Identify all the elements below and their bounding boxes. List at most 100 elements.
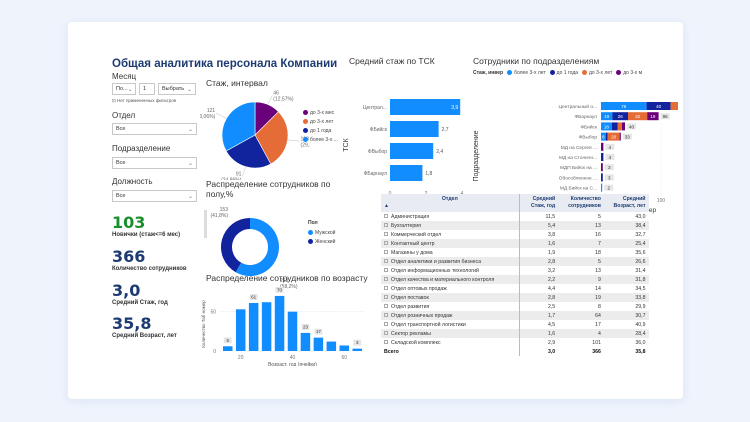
legend-item[interactable]: Женский	[308, 237, 335, 246]
tenure-cell: 1,6	[518, 329, 559, 338]
tsk-tenure-chart: ТСК Централ... 3,9 ФБийск 2,7 ФВыбор 2,4 ФБарна…	[343, 99, 464, 197]
expand-icon[interactable]	[384, 322, 388, 327]
column-header-count[interactable]: Количество сотрудников	[558, 194, 604, 212]
x-tick-label: 20	[238, 355, 244, 361]
bar-data-label: 70	[277, 287, 283, 292]
donut-data-label: 213	[280, 278, 289, 284]
scrollbar[interactable]	[204, 210, 207, 238]
month-filter-label: Месяц	[112, 72, 137, 81]
table-row[interactable]: Отдел качества и материального контроля 2…	[381, 275, 649, 284]
table-row[interactable]: Отдел розничных продаж 1,7 64 30,7	[381, 311, 649, 320]
category-label: Обособленное ...	[559, 175, 597, 181]
sort-ascending-icon[interactable]: ▲	[384, 203, 389, 209]
legend-item[interactable]: до 3-х мес	[303, 108, 338, 117]
column-header-tenure[interactable]: Средний Стаж, год	[518, 194, 559, 212]
histogram-bar	[313, 337, 324, 351]
segment-value-label: 19	[604, 114, 610, 119]
month-count-input[interactable]: 1	[139, 83, 155, 95]
legend-label: до 3-х лет	[589, 69, 613, 76]
stacked-bar-segment	[605, 132, 608, 141]
expand-icon[interactable]	[384, 331, 388, 336]
month-period-dropdown[interactable]: По... ⌄	[112, 83, 136, 95]
expand-icon[interactable]	[384, 313, 388, 318]
department-cell: Складской комплекс	[381, 338, 519, 347]
age-cell: 31,4	[635, 267, 646, 274]
legend-item[interactable]: до 3-х лет	[582, 68, 612, 77]
expand-icon[interactable]	[384, 214, 388, 219]
expand-icon[interactable]	[384, 295, 388, 300]
expand-icon[interactable]	[384, 268, 388, 273]
table-row[interactable]: Контактный центр 1,6 7 25,4	[381, 239, 649, 248]
filter-note: ⊡ Нет примененных фильтров	[112, 98, 176, 104]
table-row[interactable]: Складской комплекс 2,9 101 36,0	[381, 338, 649, 347]
total-label-bg	[660, 113, 670, 120]
table-row[interactable]: Бухгалтерия 5,4 13 38,4	[381, 221, 649, 230]
legend-item[interactable]: Мужской	[308, 228, 335, 237]
stacked-bar-segment	[601, 112, 613, 121]
expand-icon[interactable]	[384, 223, 388, 228]
position-dropdown[interactable]: Все ⌄	[112, 190, 197, 202]
column-header-age[interactable]: Средний Возраст, лет	[603, 194, 649, 212]
legend-item[interactable]: до 3-х лет	[303, 117, 338, 126]
tenure-cell: 2,8	[518, 257, 559, 266]
expand-icon[interactable]	[384, 241, 388, 246]
x-tick-label: 100	[657, 198, 666, 204]
segment-value-label: 18	[604, 124, 610, 129]
bar-data-label: 17	[316, 329, 322, 334]
kpi-employee-count: 366 Количество сотрудников	[112, 247, 187, 272]
expand-icon[interactable]	[384, 340, 388, 345]
age-cell: 28,4	[603, 329, 649, 338]
expand-icon[interactable]	[384, 259, 388, 264]
age-cell: 38,4	[603, 221, 649, 230]
table-row[interactable]: Магазины у дома 1,9 18 35,6	[381, 248, 649, 257]
expand-icon[interactable]	[384, 304, 388, 309]
legend-item[interactable]: до 3-х м	[616, 68, 642, 77]
expand-icon[interactable]	[384, 286, 388, 291]
histogram-bar	[352, 348, 362, 351]
column-header-department[interactable]: Отдел ▲	[381, 194, 520, 212]
table-row[interactable]: Отдел оптовых продаж 4,4 14 34,5	[381, 284, 649, 293]
table-row[interactable]: Отдел информационных технологий 3,2 13 31,4	[381, 266, 649, 275]
subdivision-dropdown[interactable]: Все ⌄	[112, 157, 197, 169]
stacked-bar-segment	[619, 132, 621, 141]
legend-item[interactable]: до 1 года	[303, 126, 338, 135]
legend-item[interactable]: более 3-х лет	[507, 68, 546, 77]
histogram-bar	[326, 341, 337, 351]
expand-icon[interactable]	[384, 232, 388, 237]
department-cell: Отдел розничных продаж	[381, 311, 520, 320]
pie-slice	[221, 101, 256, 152]
pie-data-label: 121	[207, 108, 216, 114]
month-unit-dropdown[interactable]: Выбрать ⌄	[158, 83, 196, 95]
department-name: Магазины у дома	[391, 249, 433, 256]
bar	[390, 143, 434, 159]
kpi-avg-age: 35,8 Средний Возраст, лет	[112, 314, 177, 339]
donut-slice	[235, 218, 279, 276]
department-cell: Отдел аналитики и развития бизнеса	[381, 257, 520, 266]
table-row[interactable]: Администрация 11,5 5 43,0	[381, 212, 649, 221]
legend-label: Мужской	[315, 229, 336, 236]
tenure-cell: 1,7	[518, 311, 559, 320]
total-value-label: 3	[608, 165, 611, 170]
kpi-label: Новички (стаж<=6 мес)	[112, 232, 181, 238]
table-row[interactable]: Отдел транспортной логистики 4,5 17 40,9	[381, 320, 649, 329]
donut-data-label-pct: (58,2%)	[280, 284, 298, 290]
count-cell: 14	[595, 285, 601, 292]
count-cell: 7	[558, 239, 604, 248]
table-row[interactable]: Отдел развития 2,5 8 29,9	[381, 302, 649, 311]
category-label: ФВыбор	[579, 135, 598, 141]
bar-data-label: 3	[356, 340, 359, 345]
legend-item[interactable]: более 3-х ...	[303, 135, 338, 144]
expand-icon[interactable]	[384, 250, 388, 255]
department-dropdown[interactable]: Все ⌄	[112, 123, 197, 135]
stacked-bar-segment	[601, 122, 612, 131]
segment-value-label: 76	[621, 104, 627, 109]
table-row[interactable]: Сектор рекламы 1,6 4 28,4	[381, 329, 649, 338]
table-row[interactable]: Отдел аналитики и развития бизнеса 2,8 5 26…	[381, 257, 649, 266]
table-row[interactable]: Коммерческий отдел 3,8 16 32,7	[381, 230, 649, 239]
count-cell: 9	[558, 275, 604, 284]
expand-icon[interactable]	[384, 277, 388, 282]
table-row[interactable]: Отдел поставок 2,8 19 33,8	[381, 293, 649, 302]
gender-donut-title: Распределение сотрудников по полу,%	[206, 179, 331, 199]
legend-item[interactable]: до 1 года	[549, 68, 578, 77]
total-value-label: 4	[609, 155, 612, 160]
